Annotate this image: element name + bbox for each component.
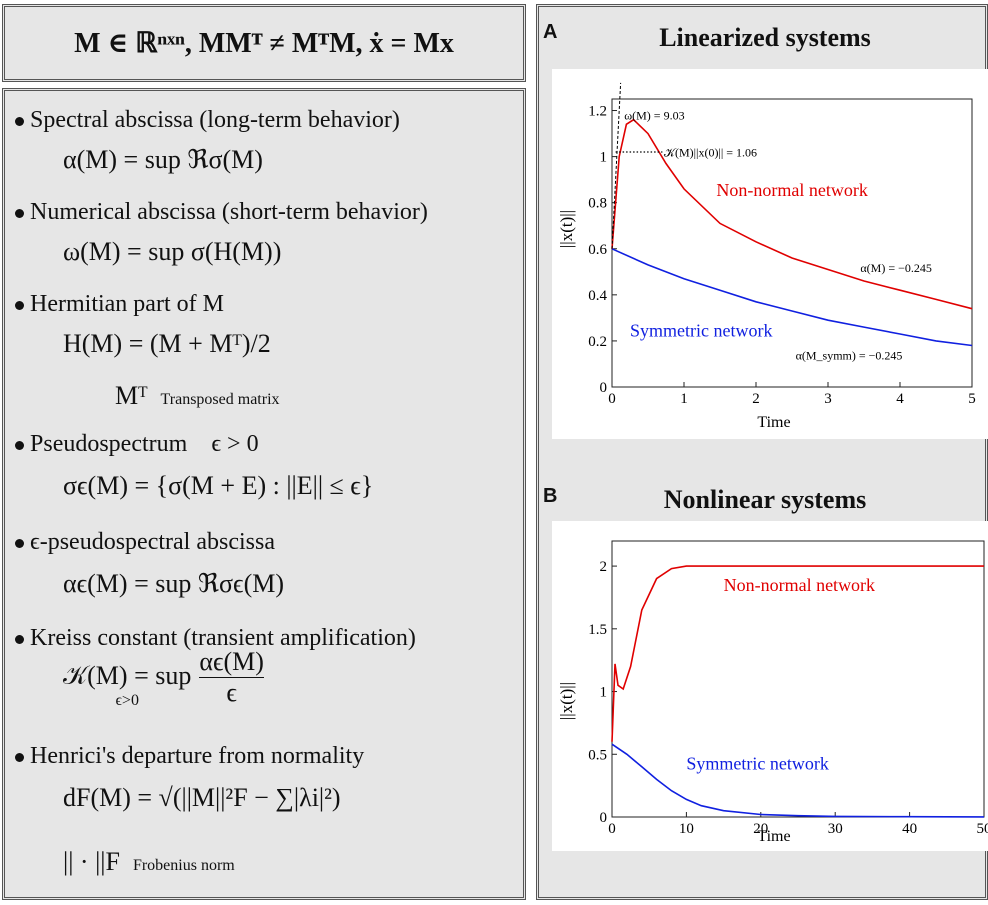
results-box: A Linearized systems 01234500.20.40.60.8… — [536, 4, 988, 900]
y-tick-label: 0.2 — [588, 334, 607, 350]
bullet-icon — [15, 117, 24, 126]
series-label-symmetric: Symmetric network — [686, 753, 828, 773]
header-equation-box: M ∈ ℝⁿˣⁿ, MMᵀ ≠ MᵀM, ẋ = Mx — [2, 4, 526, 82]
header-equation: M ∈ ℝⁿˣⁿ, MMᵀ ≠ MᵀM, ẋ = Mx — [74, 26, 454, 60]
series-label-non-normal: Non-normal network — [724, 575, 875, 595]
x-tick-label: 5 — [968, 391, 976, 407]
annotation-spectral-abscissa: α(M) = −0.245 — [860, 261, 931, 275]
x-tick-label: 50 — [977, 821, 988, 837]
y-tick-label: 1.2 — [588, 104, 607, 120]
formula-numerical-abscissa: ω(M) = sup σ(H(M)) — [63, 237, 281, 267]
annotation-spectral-abscissa-symm: α(M_symm) = −0.245 — [796, 348, 903, 362]
y-axis-label: ||x(t)|| — [557, 682, 576, 720]
plot-frame — [612, 99, 972, 387]
def-numerical-abscissa: Numerical abscissa (short-term behavior) — [15, 199, 428, 226]
y-tick-label: 0.5 — [588, 747, 607, 763]
y-tick-label: 2 — [600, 559, 608, 575]
def-pseudospectrum: Pseudospectrum ϵ > 0 — [15, 431, 259, 458]
x-tick-label: 2 — [752, 391, 760, 407]
bullet-icon — [15, 753, 24, 762]
bullet-icon — [15, 441, 24, 450]
x-tick-label: 40 — [902, 821, 917, 837]
x-tick-label: 0 — [608, 821, 616, 837]
note-transposed: Mᵀ Transposed matrix — [115, 381, 280, 411]
series-label-symmetric: Symmetric network — [630, 320, 772, 340]
series-label-non-normal: Non-normal network — [716, 180, 867, 200]
def-spectral-abscissa: Spectral abscissa (long-term behavior) — [15, 107, 400, 134]
x-tick-label: 1 — [680, 391, 688, 407]
formula-spectral-abscissa: α(M) = sup ℜσ(M) — [63, 145, 263, 175]
annotation-kreiss-bound: 𝒦(M)||x(0)|| = 1.06 — [664, 146, 757, 160]
formula-hermitian-part: H(M) = (M + Mᵀ)/2 — [63, 329, 271, 359]
y-tick-label: 0.6 — [588, 242, 607, 258]
y-tick-label: 1 — [600, 685, 608, 701]
def-henrici-departure: Henrici's departure from normality — [15, 743, 364, 770]
panel-b-title: Nonlinear systems — [539, 485, 988, 515]
y-tick-label: 0.8 — [588, 196, 607, 212]
bullet-icon — [15, 539, 24, 548]
x-tick-label: 3 — [824, 391, 832, 407]
x-axis-label: Time — [757, 828, 790, 845]
y-tick-label: 1.5 — [588, 622, 607, 638]
panel-a-title: Linearized systems — [539, 23, 988, 53]
bullet-icon — [15, 635, 24, 644]
x-tick-label: 30 — [828, 821, 843, 837]
formula-henrici-departure: dF(M) = √(||M||²F − ∑|λi|²) — [63, 783, 341, 813]
bullet-icon — [15, 209, 24, 218]
bullet-icon — [15, 301, 24, 310]
y-tick-label: 1 — [600, 150, 608, 166]
formula-pseudospectrum: σϵ(M) = {σ(M + E) : ||E|| ≤ ϵ} — [63, 471, 373, 501]
chart-nonlinear: 0102030405000.511.52 Non-normal networkS… — [552, 521, 988, 851]
definitions-box: Spectral abscissa (long-term behavior) α… — [2, 88, 526, 900]
x-tick-label: 4 — [896, 391, 904, 407]
y-tick-label: 0.4 — [588, 288, 607, 304]
note-frobenius: || · ||F Frobenius norm — [63, 847, 235, 877]
x-tick-label: 0 — [608, 391, 616, 407]
x-axis-label: Time — [757, 414, 790, 431]
y-tick-label: 0 — [600, 810, 608, 826]
formula-pseudospectral-abscissa: αϵ(M) = sup ℜσϵ(M) — [63, 569, 284, 599]
def-pseudospectral-abscissa: ϵ-pseudospectral abscissa — [15, 529, 275, 556]
y-axis-label: ||x(t)|| — [557, 210, 576, 248]
y-tick-label: 0 — [600, 380, 608, 396]
def-hermitian-part: Hermitian part of M — [15, 291, 224, 318]
formula-kreiss-constant: 𝒦(M) = sup ϵ>0 αϵ(M) ϵ — [63, 661, 264, 710]
chart-linearized: 0 1 2 3 4 5 0 0.2 0.4 0.6 0.8 1 1.2 Non-normal netwo… — [552, 69, 988, 439]
x-tick-label: 10 — [679, 821, 694, 837]
annotation-numerical-abscissa: ω(M) = 9.03 — [624, 109, 684, 123]
